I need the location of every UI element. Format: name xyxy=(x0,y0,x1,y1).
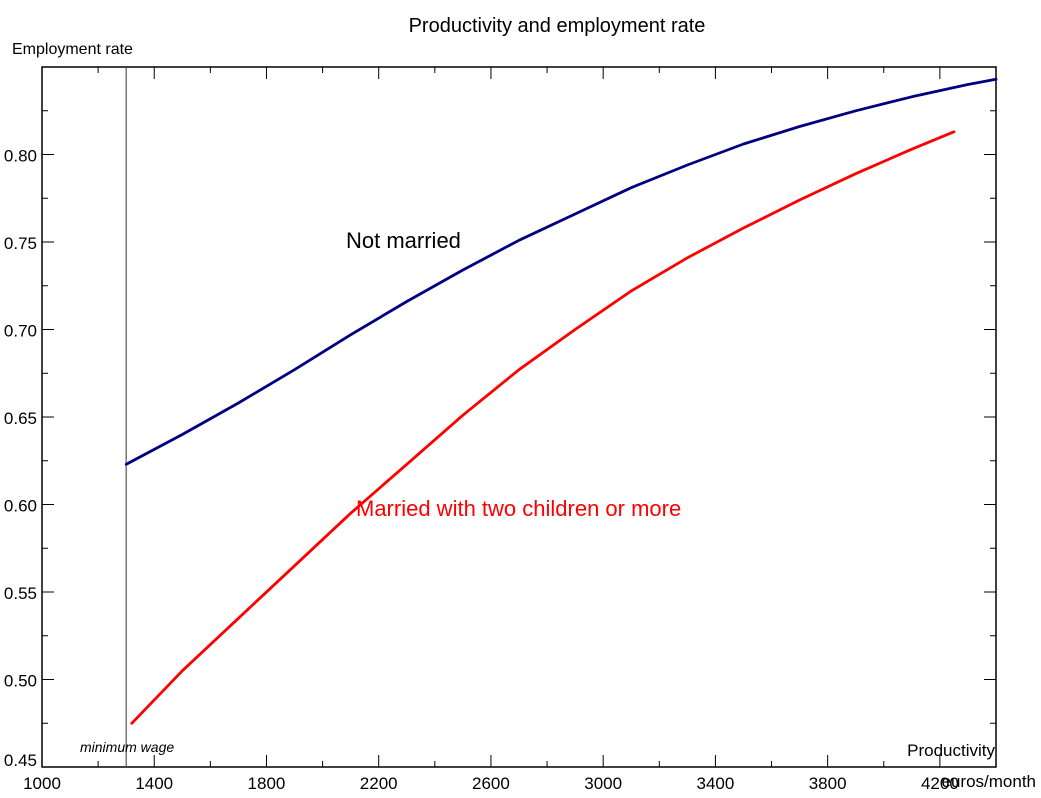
x-tick-label: 4200 xyxy=(921,774,959,793)
y-tick-label: 0.80 xyxy=(4,147,37,166)
y-axis-label: Employment rate xyxy=(12,41,133,58)
x-tick-label: 3800 xyxy=(809,774,847,793)
minimum-wage-label: minimum wage xyxy=(80,739,174,755)
plot-frame xyxy=(41,66,997,768)
x-tick-label: 3000 xyxy=(584,774,622,793)
y-tick-label: 0.70 xyxy=(4,322,37,341)
x-tick-label: 3400 xyxy=(696,774,734,793)
reference-layer: minimum wage xyxy=(80,67,174,767)
series-layer: Not married Married with two children or … xyxy=(124,77,998,725)
y-tick-label: 0.55 xyxy=(4,584,37,603)
x-axis-unit-label: euros/month xyxy=(942,772,1037,791)
y-tick-label: 0.50 xyxy=(4,672,37,691)
series-line-1 xyxy=(130,130,956,725)
x-axis-label: Productivity xyxy=(907,741,995,760)
series-line-0 xyxy=(124,77,998,466)
chart-title: Productivity and employment rate xyxy=(409,15,706,37)
x-tick-label: 1800 xyxy=(248,774,286,793)
series-label-0: Not married xyxy=(346,228,461,253)
series-label-1: Married with two children or more xyxy=(356,496,681,521)
x-tick-label: 1400 xyxy=(135,774,173,793)
y-tick-label: 0.65 xyxy=(4,409,37,428)
tick-layer: 1000 1400 1800 2200 2600 3000 3400 3800 4200 0.45… xyxy=(4,67,996,793)
x-tick-label: 2200 xyxy=(360,774,398,793)
x-tick-label: 2600 xyxy=(472,774,510,793)
x-tick-label: 1000 xyxy=(23,774,61,793)
y-tick-label: 0.75 xyxy=(4,234,37,253)
y-tick-label: 0.60 xyxy=(4,497,37,516)
y-tick-label: 0.45 xyxy=(4,751,37,770)
